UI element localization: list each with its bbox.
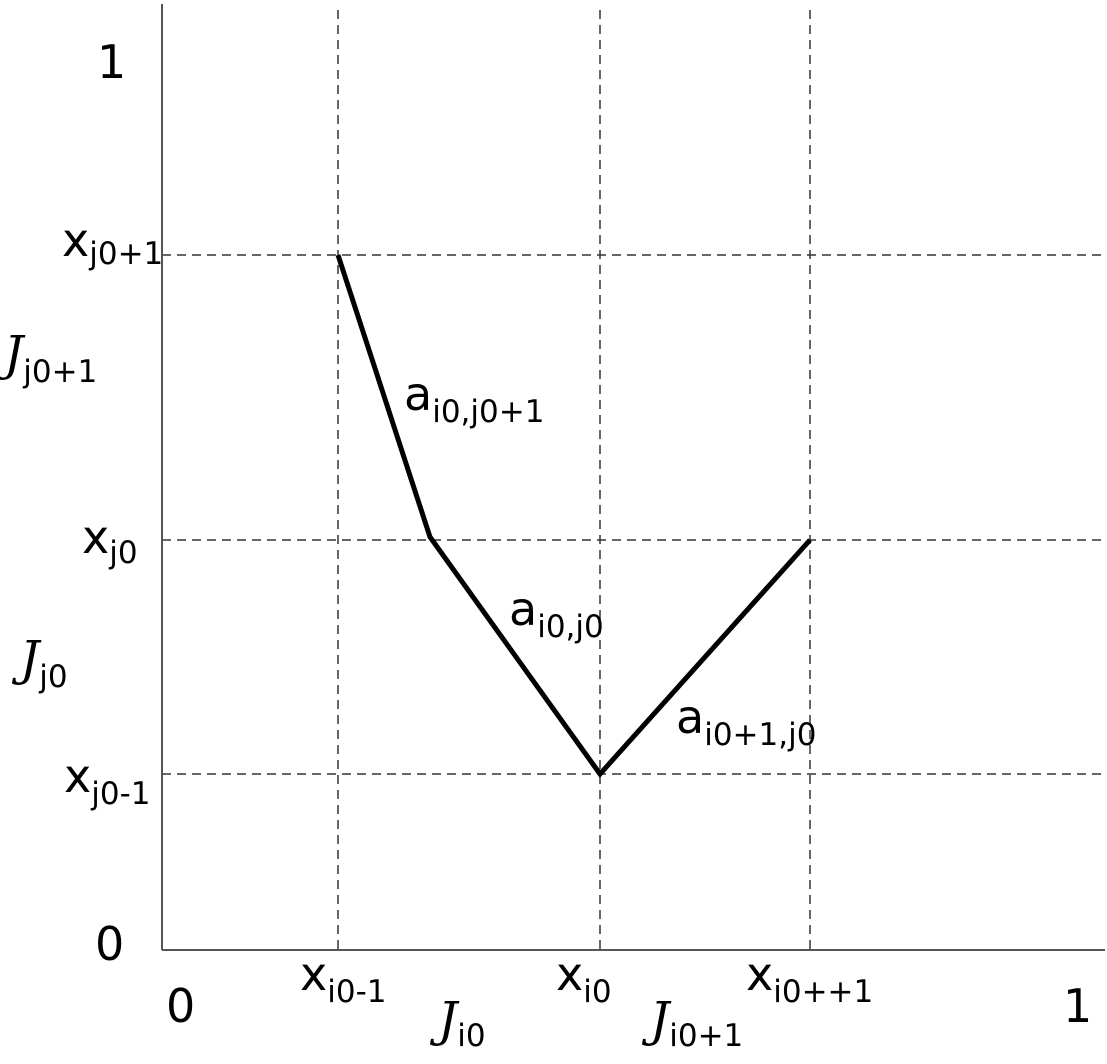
label-part: a: [676, 690, 704, 744]
label-part: i0: [583, 974, 611, 1010]
label-part: j0+1: [88, 236, 163, 272]
y-label: xj0+1: [62, 213, 163, 272]
label-part: J: [0, 326, 26, 382]
label-part: j0+1: [22, 354, 97, 390]
label-part: i0,j0: [537, 609, 604, 645]
grid: [162, 10, 1105, 950]
y-label: xj0: [82, 510, 138, 571]
label-part: i0-1: [327, 974, 386, 1010]
label-part: i0: [457, 1018, 485, 1054]
label-part: a: [509, 582, 537, 636]
label-part: i0+1,j0: [704, 717, 816, 753]
x-label: xi0-1: [300, 947, 386, 1010]
label-part: x: [556, 947, 583, 1001]
label-part: j0: [38, 659, 67, 695]
label-part: J: [641, 992, 672, 1048]
label-part: x: [746, 947, 773, 1001]
label-part: j0-1: [90, 776, 150, 812]
y-label: Jj0: [11, 631, 68, 695]
axis-label: 0: [95, 917, 124, 971]
segment-label: ai0,j0+1: [404, 367, 544, 430]
label-part: i0,j0+1: [432, 394, 544, 430]
segment-label: ai0,j0: [509, 582, 604, 645]
axis-label: 1: [97, 35, 126, 89]
x-label: xi0: [556, 947, 612, 1010]
segment-label: ai0+1,j0: [676, 690, 816, 753]
label-part: x: [62, 213, 89, 267]
label-part: j0: [108, 535, 137, 571]
x-label: Ji0+1: [641, 992, 743, 1054]
label-part: J: [11, 631, 42, 687]
label-part: i0++1: [773, 974, 873, 1010]
curve: [335, 254, 812, 778]
label-part: a: [404, 367, 432, 421]
label-part: i0+1: [669, 1018, 743, 1054]
y-label: xj0-1: [64, 749, 150, 812]
axis-label: 0: [166, 979, 195, 1033]
label-part: x: [82, 510, 109, 564]
x-label: Ji0: [429, 992, 486, 1054]
label-part: x: [64, 749, 91, 803]
label-part: J: [429, 992, 460, 1048]
x-label: xi0++1: [746, 947, 873, 1010]
axis-label: 1: [1063, 979, 1092, 1033]
y-label: Jj0+1: [0, 326, 97, 390]
label-part: x: [300, 947, 327, 1001]
